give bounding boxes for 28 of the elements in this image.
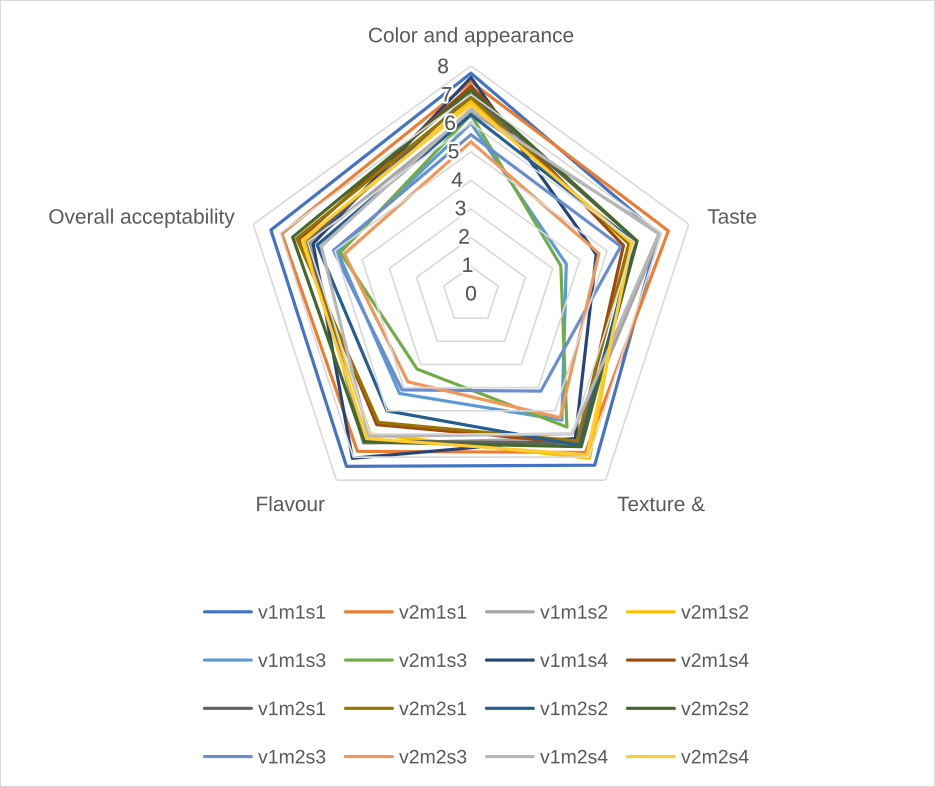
y-tick-label: 3 [456, 200, 466, 216]
legend-label: v1m2s2 [540, 702, 608, 716]
spoke-label: Color and appearance [368, 27, 574, 47]
legend-label: v2m1s4 [681, 653, 749, 668]
legend-label: v1m2s3 [258, 750, 326, 764]
legend-label: v2m1s2 [681, 605, 748, 619]
legend-label: v1m2s4 [540, 750, 608, 764]
legend-label: v1m1s4 [540, 653, 608, 668]
legend-label: v1m2s1 [258, 702, 326, 716]
y-tick-label: 8 [438, 58, 448, 74]
legend-label: v1m1s1 [258, 605, 326, 619]
legend-label: v2m1s1 [399, 605, 466, 619]
y-tick-label: 0 [466, 286, 476, 301]
spoke-label: Flavour [257, 496, 325, 512]
y-tick-label: 2 [459, 229, 469, 244]
legend-label: v2m2s3 [399, 750, 466, 764]
spoke-label: Texture & [618, 496, 705, 512]
y-tick-label: 1 [463, 258, 472, 272]
legend-label: v1m1s2 [540, 605, 608, 619]
legend-label: v2m1s3 [399, 653, 466, 668]
y-tick-label: 5 [448, 144, 458, 159]
legend-label: v2m2s1 [399, 702, 466, 716]
legend-label: v1m1s3 [258, 653, 326, 668]
y-tick-label: 4 [452, 172, 462, 187]
legend-label: v2m2s4 [681, 750, 749, 764]
spoke-label: Overall acceptability [49, 208, 235, 228]
legend-label: v2m2s2 [681, 702, 748, 716]
spoke-label: Taste [708, 209, 756, 224]
